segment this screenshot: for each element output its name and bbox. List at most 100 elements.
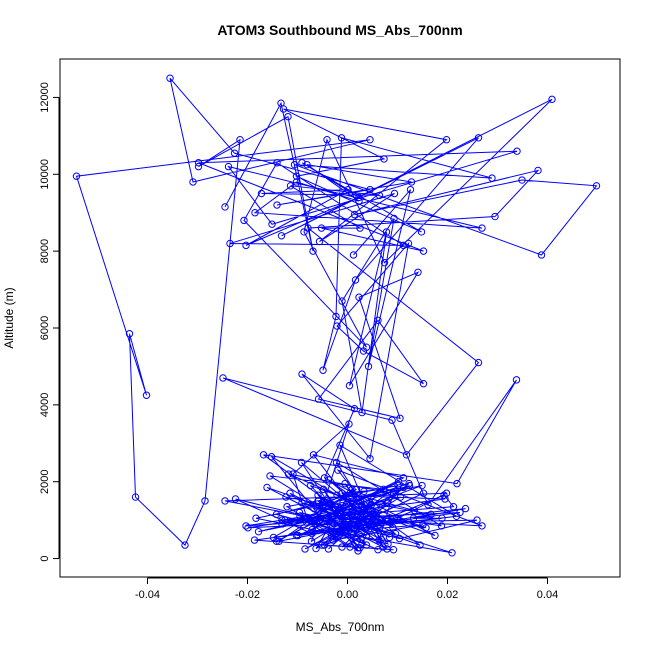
data-point xyxy=(231,495,240,503)
data-point xyxy=(391,529,400,538)
data-point xyxy=(304,224,312,232)
data-point xyxy=(251,209,259,217)
data-point xyxy=(314,491,322,499)
data-point xyxy=(307,537,316,545)
data-point xyxy=(341,479,349,488)
data-point xyxy=(309,247,317,255)
data-point xyxy=(308,526,316,534)
data-point xyxy=(366,499,374,507)
data-point xyxy=(221,497,229,505)
data-point xyxy=(355,193,363,202)
data-point xyxy=(513,147,521,155)
data-point xyxy=(332,458,341,467)
data-point xyxy=(366,185,374,194)
x-tick-label: 0.04 xyxy=(537,589,558,601)
data-point xyxy=(449,502,458,511)
data-point xyxy=(367,501,376,509)
data-point xyxy=(417,228,426,236)
data-point xyxy=(427,510,435,519)
x-axis-label: MS_Abs_700nm xyxy=(296,620,385,634)
data-point xyxy=(334,466,342,474)
data-point xyxy=(442,135,451,144)
data-point xyxy=(478,224,486,232)
data-point xyxy=(367,520,375,528)
data-point xyxy=(388,516,396,524)
x-axis: -0.04 -0.02 0.00 0.02 0.04 xyxy=(135,577,558,601)
data-point xyxy=(358,408,366,417)
data-point xyxy=(314,497,323,505)
x-tick-label: 0.02 xyxy=(437,589,458,601)
data-point xyxy=(324,545,333,553)
data-point xyxy=(297,458,306,467)
data-point xyxy=(338,297,346,305)
data-point xyxy=(194,159,203,167)
data-point xyxy=(380,155,388,163)
data-point xyxy=(323,135,331,144)
data-point xyxy=(142,391,151,399)
data-point xyxy=(382,228,391,236)
data-point xyxy=(315,237,324,246)
data-point xyxy=(366,135,374,144)
y-tick-label: 8000 xyxy=(39,239,51,263)
data-point xyxy=(452,512,461,520)
data-point xyxy=(488,174,496,182)
y-tick-label: 12000 xyxy=(39,82,51,113)
data-point xyxy=(277,232,286,240)
y-axis-label: Altitude (m) xyxy=(2,287,16,348)
data-point xyxy=(473,516,481,524)
data-point xyxy=(320,474,329,482)
data-point xyxy=(298,499,306,507)
data-point xyxy=(230,149,239,157)
data-point xyxy=(419,489,428,497)
data-point xyxy=(303,514,311,522)
data-point xyxy=(319,366,327,374)
data-point xyxy=(317,224,326,232)
data-point xyxy=(72,172,81,180)
data-point xyxy=(312,544,320,553)
data-point xyxy=(189,178,197,186)
series-lines xyxy=(75,77,598,554)
data-point xyxy=(242,241,250,250)
data-point xyxy=(431,531,439,540)
chart-title: ATOM3 Southbound MS_Abs_700nm xyxy=(217,22,462,38)
data-point xyxy=(348,502,356,511)
data-point xyxy=(453,479,461,488)
data-point xyxy=(422,524,430,532)
data-point xyxy=(537,251,546,259)
data-point xyxy=(125,330,134,338)
data-point xyxy=(518,176,526,184)
data-point xyxy=(351,276,360,284)
data-point xyxy=(300,228,308,236)
data-point xyxy=(474,134,483,142)
data-point xyxy=(380,258,389,267)
data-point xyxy=(275,537,283,545)
data-point xyxy=(266,472,274,480)
data-point xyxy=(418,481,426,490)
x-tick-label: -0.02 xyxy=(235,589,260,601)
data-point xyxy=(409,514,418,522)
y-tick-label: 2000 xyxy=(39,469,51,493)
data-point xyxy=(278,516,286,524)
data-point xyxy=(328,501,336,509)
data-point xyxy=(474,358,483,367)
data-point xyxy=(242,522,250,530)
data-point xyxy=(416,541,424,549)
data-point xyxy=(407,178,416,186)
data-point xyxy=(371,518,379,526)
data-point xyxy=(410,506,419,515)
data-point xyxy=(512,376,521,384)
data-point xyxy=(268,220,276,228)
data-point xyxy=(375,191,384,200)
data-point xyxy=(374,518,382,526)
data-point xyxy=(350,404,359,413)
data-point xyxy=(424,501,432,509)
data-point xyxy=(448,549,456,557)
data-point xyxy=(267,453,276,461)
data-point xyxy=(313,520,321,528)
data-point xyxy=(402,451,411,459)
data-point xyxy=(374,316,382,325)
data-point xyxy=(414,268,422,276)
data-point xyxy=(377,535,385,544)
